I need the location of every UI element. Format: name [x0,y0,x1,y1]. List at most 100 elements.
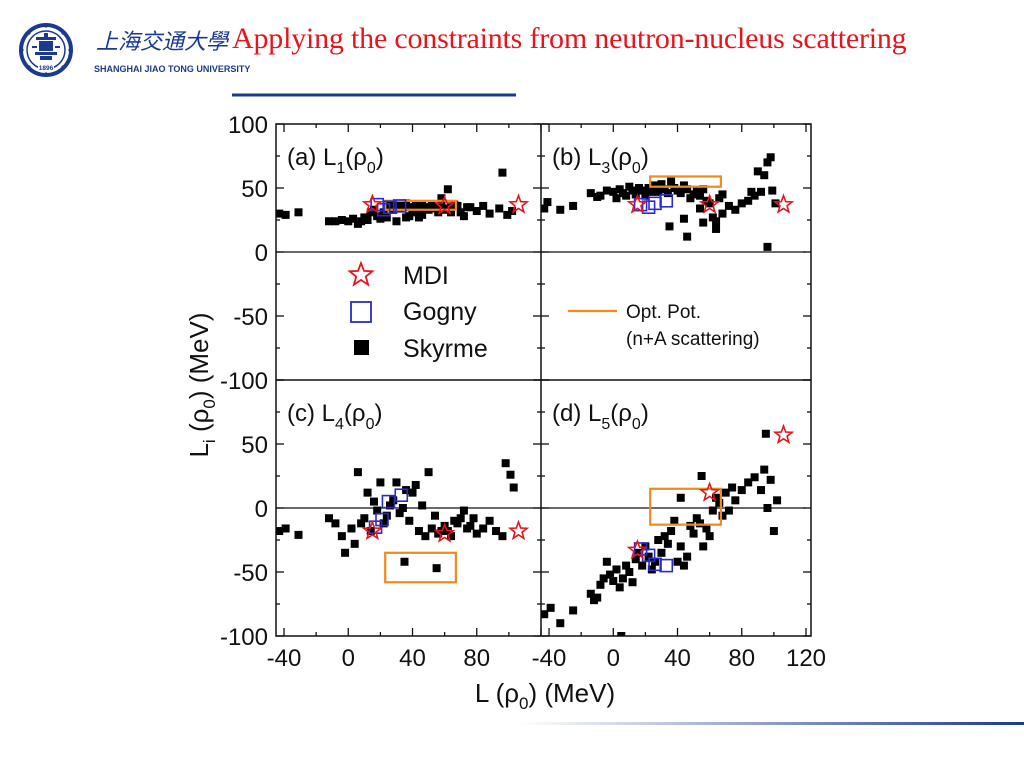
skyrme-point [556,619,565,628]
skyrme-point [459,506,468,515]
skyrme-point [651,181,660,190]
skyrme-point [641,542,650,551]
y-tick-label: 0 [255,496,268,523]
skyrme-point [427,524,436,533]
panel-data-b [541,153,806,253]
skyrme-point [479,201,488,210]
skyrme-point [683,552,692,561]
skyrme-point [625,568,634,576]
svg-text:L (ρ0) (MeV): L (ρ0) (MeV) [475,678,615,713]
skyrme-point [410,208,419,217]
skyrme-point [696,204,704,213]
skyrme-point [366,527,375,536]
skyrme-point [495,204,504,213]
ylabel-sub-i: i [200,439,219,443]
skyrme-point [731,205,740,214]
x-tick-label: -40 [267,645,302,672]
skyrme-point [341,548,350,557]
skyrme-point [665,222,674,231]
skyrme-point [628,578,637,587]
skyrme-point [618,574,627,583]
gogny-point [659,558,674,573]
slide-title: Applying the constraints from neutron-nu… [232,22,907,55]
skyrme-point [663,189,672,198]
skyrme-point [760,171,769,180]
svg-text:Li (ρ0) (MeV): Li (ρ0) (MeV) [184,312,219,457]
skyrme-point [676,189,685,198]
skyrme-point [556,205,565,214]
panel-a: (a) L1(ρ0) [276,144,541,253]
skyrme-point [400,557,409,566]
legend-optpot-label: Opt. Pot. [626,302,701,323]
seal-year: 1896 [39,65,54,72]
panel-title-b: (b) L3(ρ0) [552,144,649,177]
skyrme-point [492,527,501,536]
skyrme-point [276,527,284,536]
panel-b: (b) L3(ρ0) [541,144,806,253]
skyrme-point [414,213,423,222]
skyrme-point [379,519,388,528]
footer-rule [520,722,1024,725]
skyrme-point [432,564,441,573]
skyrme-point [638,561,647,570]
skyrme-point [541,610,549,619]
skyrme-point [721,488,730,497]
skyrme-point [638,186,647,195]
mdi-point [507,193,530,214]
skyrme-point [357,519,366,528]
skyrme-point [349,214,358,223]
skyrme-point [737,199,746,208]
skyrme-point [596,191,605,200]
skyrme-point [606,570,615,579]
ylabel-rest: (ρ [184,409,214,440]
skyrme-point [699,185,708,194]
panel-title-d: (d) L5(ρ0) [552,400,649,433]
skyrme-point [683,232,692,241]
mdi-point [698,481,721,502]
skyrme-point [667,527,676,536]
skyrme-point [750,473,759,482]
skyrme-point [408,488,417,497]
skyrme-point [753,167,762,176]
skyrme-point [641,191,650,200]
skyrme-point [369,497,378,506]
skyrme-point [766,475,775,484]
skyrme-point [705,199,714,208]
skyrme-point [728,483,737,492]
skyrme-point [763,158,772,167]
skyrme-point [667,177,676,186]
skyrme-point [744,196,753,205]
skyrme-point [617,632,626,636]
skyrme-point [434,208,443,217]
skyrme-point [724,201,733,210]
opt-pot-box [384,199,457,211]
skyrme-point [679,214,688,223]
skyrme-point [699,218,708,227]
skyrme-point [599,574,608,583]
skyrme-point [586,589,595,598]
seal-icon: 1896 [19,23,73,77]
skyrme-point [692,514,701,523]
mdi-point [626,193,649,214]
skyrme-point [699,542,708,551]
panel-d: (d) L5(ρ0) [541,400,806,636]
skyrme-point [469,514,478,523]
skyrme-point [453,519,462,528]
skyrme-point [647,565,656,574]
y-axis-label: Li (ρ0) (MeV) [184,312,219,457]
gogny-point [383,200,397,214]
y-tick-label: 50 [241,176,268,203]
skyrme-point [731,496,740,505]
skyrme-point [501,459,510,468]
x-tick-label: 80 [728,645,755,672]
panel-data-c [276,459,541,584]
skyrme-point [718,209,727,218]
mdi-point [507,519,530,541]
skyrme-point [634,548,643,557]
skyrme-point [768,186,777,195]
skyrme-point [353,468,362,477]
skyrme-point [447,532,456,541]
skyrme-point [622,561,631,570]
skyrme-point [663,539,672,548]
skyrme-point [773,496,782,505]
